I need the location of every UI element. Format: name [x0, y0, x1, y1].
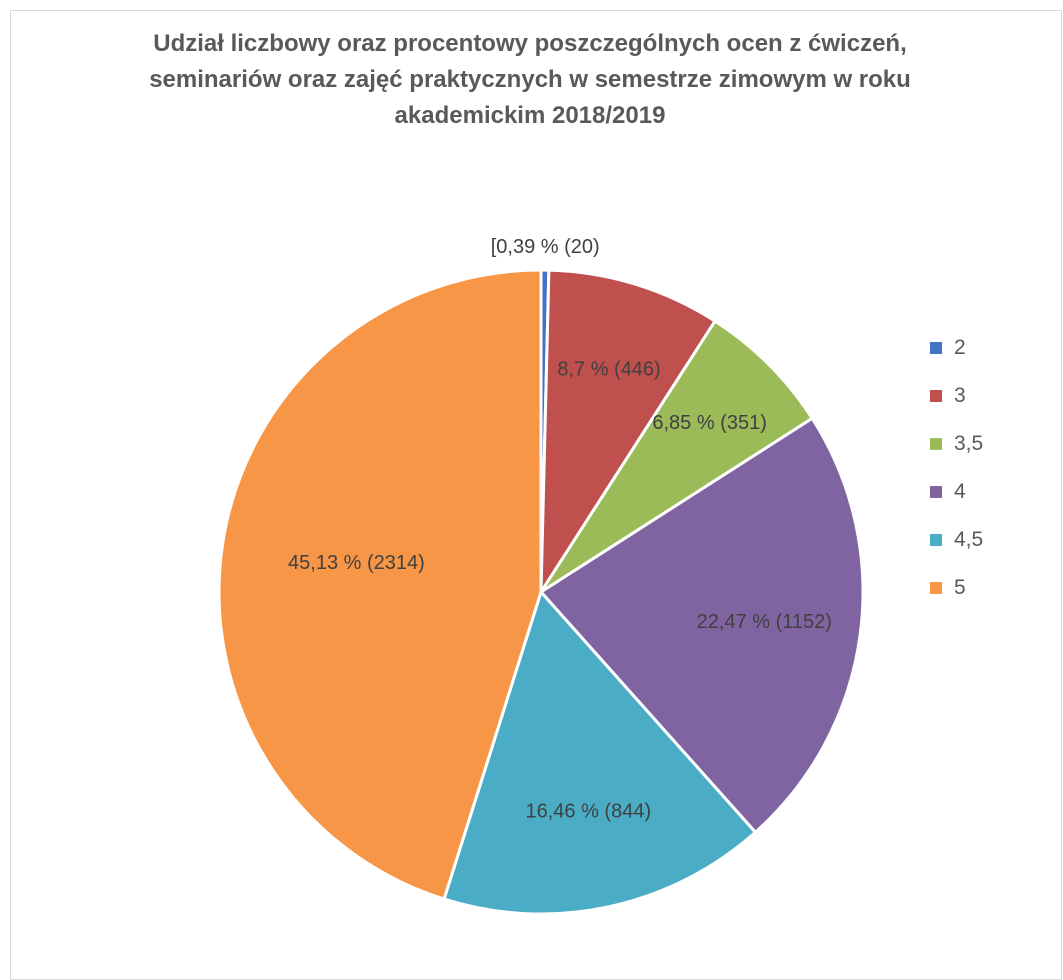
legend-swatch [930, 582, 942, 594]
legend-swatch [930, 486, 942, 498]
legend-swatch [930, 438, 942, 450]
legend-item-3-5: 3,5 [930, 432, 983, 456]
legend-item-4: 4 [930, 480, 983, 504]
pie-slice-5 [217, 268, 543, 901]
legend-item-3: 3 [930, 384, 983, 408]
data-label-2: [0,39 % (20) [491, 236, 600, 258]
pie-slice-4 [538, 416, 865, 835]
data-label-3: 8,7 % (446) [557, 359, 660, 381]
legend-label: 2 [954, 336, 966, 359]
legend-label: 4,5 [954, 528, 984, 551]
legend-label: 3,5 [954, 432, 984, 455]
legend-label: 3 [954, 384, 966, 407]
data-label-5: 45,13 % (2314) [288, 552, 425, 574]
legend-swatch [930, 534, 942, 546]
legend-item-4-5: 4,5 [930, 528, 983, 552]
pie-slice-3-5 [539, 319, 815, 594]
legend-label: 5 [954, 576, 966, 599]
legend-item-5: 5 [930, 576, 983, 600]
pie-slice-4-5 [442, 589, 758, 916]
data-label-3-5: 6,85 % (351) [652, 412, 767, 434]
data-label-4: 22,47 % (1152) [697, 611, 832, 633]
legend: 2 3 3,5 4 4,5 5 [930, 336, 983, 624]
chart-title: Udział liczbowy oraz procentowy poszczeg… [149, 30, 911, 129]
legend-item-2: 2 [930, 336, 983, 360]
data-label-4-5: 16,46 % (844) [525, 801, 651, 823]
legend-swatch [930, 342, 942, 354]
legend-swatch [930, 390, 942, 402]
legend-label: 4 [954, 480, 966, 503]
pie-slice-3 [539, 268, 718, 598]
